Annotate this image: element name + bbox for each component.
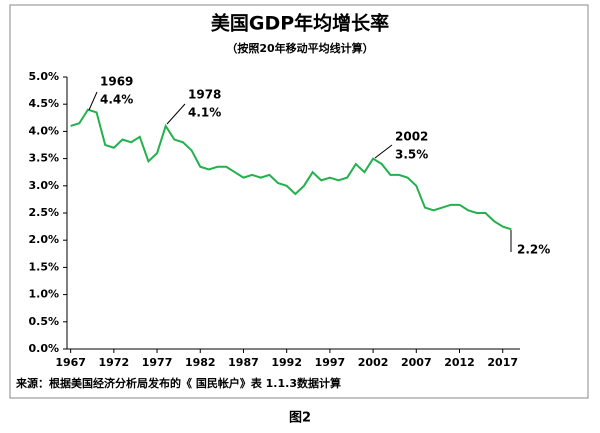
source-note: 来源：根据美国经济分析局发布的《 国民帐户》表 1.1.3数据计算 (15, 376, 341, 390)
y-tick-label: 3.5% (28, 152, 59, 165)
x-tick-label: 1982 (185, 356, 216, 369)
y-tick-label: 0.5% (28, 315, 59, 328)
y-tick-label: 2.5% (28, 206, 59, 219)
y-tick-label: 4.5% (28, 97, 59, 110)
x-tick-label: 2002 (358, 356, 389, 369)
annotation-value: 4.4% (100, 93, 133, 107)
annotation-year: 1969 (100, 75, 133, 89)
x-tick-label: 1987 (228, 356, 259, 369)
x-tick-label: 1972 (99, 356, 130, 369)
annotation-value: 3.5% (395, 148, 428, 162)
x-tick-label: 2007 (401, 356, 432, 369)
y-tick-label: 1.5% (28, 260, 59, 273)
x-tick-label: 2012 (444, 356, 475, 369)
x-tick-label: 1997 (315, 356, 346, 369)
y-tick-label: 1.0% (28, 288, 59, 301)
x-tick-label: 2017 (487, 356, 518, 369)
chart-subtitle: （按照20年移动平均线计算） (226, 41, 373, 55)
figure-caption: 图2 (289, 411, 311, 426)
annotation-year: 1978 (188, 88, 221, 102)
x-tick-label: 1977 (142, 356, 173, 369)
annotation-value: 4.1% (188, 106, 221, 120)
chart-title: 美国GDP年均增长率 (211, 12, 389, 35)
data-line (70, 108, 512, 231)
annotation-year: 2002 (395, 130, 428, 144)
y-tick-label: 2.0% (28, 233, 59, 246)
x-tick-label: 1992 (271, 356, 302, 369)
y-tick-label: 3.0% (28, 179, 59, 192)
annotation-value: 2.2% (517, 243, 550, 257)
annotation-leader (166, 103, 186, 125)
y-tick-label: 4.0% (28, 124, 59, 137)
annotation-leader (88, 91, 98, 111)
chart-frame (9, 4, 589, 399)
y-tick-label: 0.0% (28, 342, 59, 355)
annotation-leader (374, 144, 393, 159)
y-tick-label: 5.0% (28, 70, 59, 83)
x-tick-label: 1967 (55, 356, 86, 369)
